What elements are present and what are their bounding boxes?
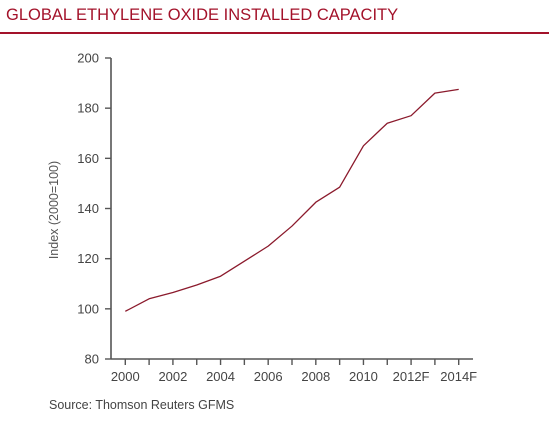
x-ticks: 2000 2002 2004 2006 2008 2010 2012F 2014F — [111, 359, 477, 384]
series-line — [124, 88, 459, 312]
y-ticks: 80 100 120 140 160 180 200 — [77, 51, 111, 367]
y-tick-label: 140 — [77, 201, 99, 216]
y-tick-label: 200 — [77, 51, 99, 66]
source-note: Source: Thomson Reuters GFMS — [49, 398, 235, 412]
y-tick-label: 120 — [77, 251, 99, 266]
y-tick-label: 100 — [77, 301, 99, 316]
x-tick-label: 2010 — [349, 369, 378, 384]
x-tick-label: 2004 — [206, 369, 235, 384]
x-tick-label: 2000 — [111, 369, 140, 384]
title-divider — [0, 32, 549, 34]
x-tick-label: 2014F — [440, 369, 477, 384]
y-tick-label: 160 — [77, 151, 99, 166]
x-tick-label: 2006 — [254, 369, 283, 384]
x-tick-label: 2008 — [301, 369, 330, 384]
x-tick-label: 2012F — [393, 369, 430, 384]
y-axis-label: Index (2000=100) — [47, 161, 61, 259]
x-tick-label: 2002 — [158, 369, 187, 384]
chart-title: GLOBAL ETHYLENE OXIDE INSTALLED CAPACITY — [6, 6, 399, 24]
series-layer — [124, 88, 459, 312]
y-tick-label: 180 — [77, 101, 99, 116]
y-tick-label: 80 — [85, 352, 99, 367]
